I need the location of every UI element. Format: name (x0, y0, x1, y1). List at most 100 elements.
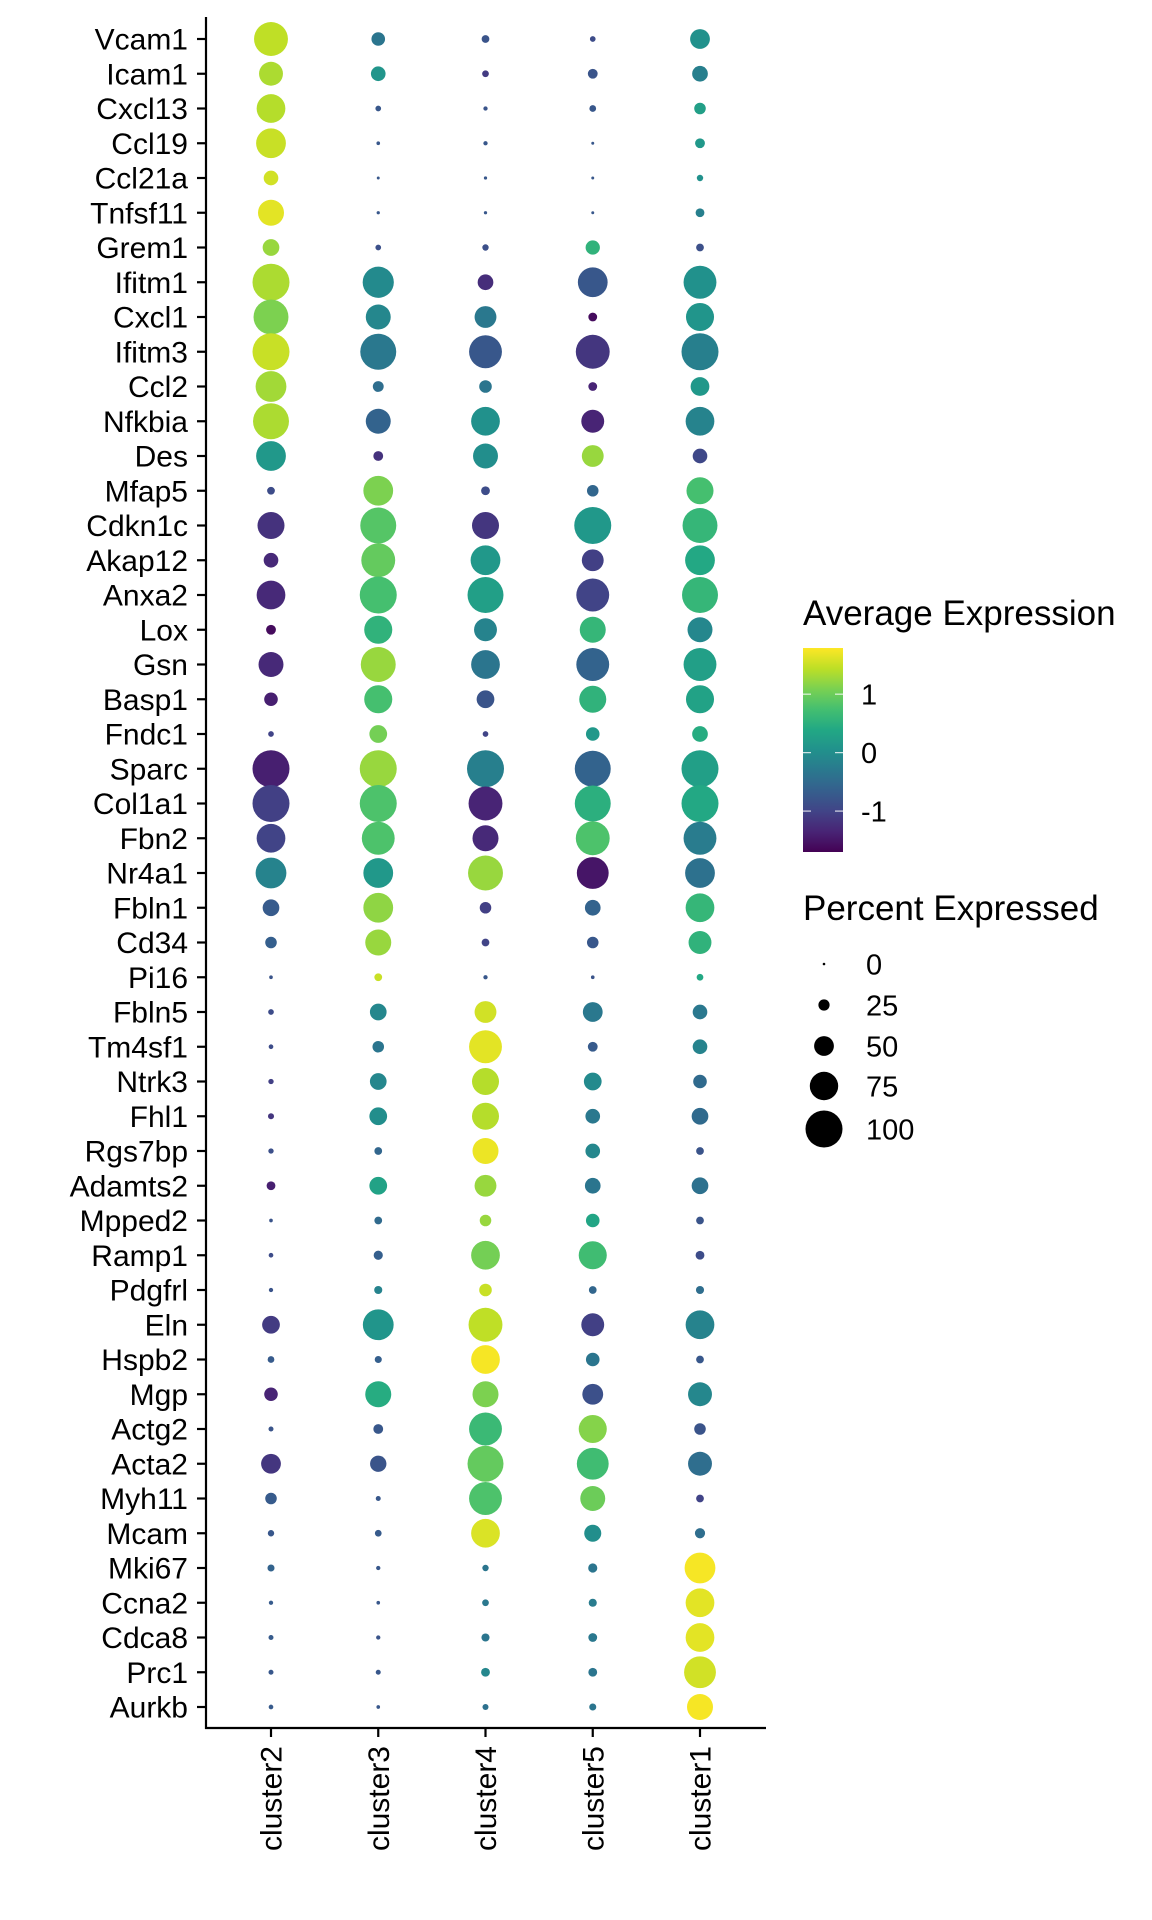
y-tick-label: Mgp (130, 1379, 188, 1412)
dot-Fhl1-cluster1 (691, 1107, 709, 1125)
size-legend-items: 0 25 50 75 100 (805, 950, 914, 1148)
dot-Icam1-cluster2 (259, 61, 283, 86)
colorbar-ticks (803, 693, 843, 812)
y-tick-label: Fhl1 (130, 1101, 188, 1134)
dot-Fbln1-cluster5 (584, 899, 601, 916)
dot-Gsn-cluster2 (258, 652, 284, 677)
dot-Ccl21a-cluster4 (483, 176, 488, 180)
dot-Cdkn1c-cluster3 (360, 507, 397, 544)
dot-Ccna2-cluster5 (588, 1598, 597, 1607)
dot-Anxa2-cluster2 (256, 580, 286, 610)
dot-Ccl21a-cluster1 (696, 174, 704, 182)
y-tick-label: Grem1 (96, 232, 188, 265)
dot-Sparc-cluster5 (574, 750, 611, 787)
dot-Cdca8-cluster5 (588, 1633, 598, 1642)
dot-Anxa2-cluster1 (682, 577, 718, 613)
dot-Sparc-cluster1 (681, 750, 719, 788)
y-tick-label: Cdkn1c (86, 510, 188, 543)
y-tick-label: Acta2 (111, 1448, 188, 1481)
dot-Acta2-cluster4 (467, 1445, 504, 1482)
dot-Pi16-cluster5 (590, 975, 595, 980)
y-tick-label: Ccl21a (95, 163, 189, 196)
dot-Tm4sf1-cluster3 (372, 1040, 385, 1053)
dot-Cxcl13-cluster1 (694, 102, 706, 115)
x-axis-labels: cluster2 cluster3 cluster4 cluster5 cluster1 (256, 1746, 718, 1851)
y-tick-label: Ramp1 (91, 1240, 188, 1273)
y-tick-label: Ccl2 (128, 371, 188, 404)
dot-Vcam1-cluster4 (481, 35, 490, 43)
dot-Cdca8-cluster4 (481, 1633, 490, 1642)
dot-Ccl19-cluster3 (376, 141, 381, 146)
y-tick-label: Des (135, 441, 188, 474)
size-legend-dot (809, 1071, 839, 1101)
y-tick-label: Actg2 (111, 1414, 188, 1447)
dot-Anxa2-cluster3 (359, 576, 397, 614)
dot-Mki67-cluster4 (482, 1564, 489, 1572)
dot-Myh11-cluster4 (469, 1482, 502, 1515)
y-tick-label: Anxa2 (103, 580, 188, 613)
colorbar-tick-label: 1 (861, 680, 877, 712)
dot-Ccl19-cluster5 (591, 141, 595, 145)
dot-Basp1-cluster1 (685, 685, 715, 714)
dot-Basp1-cluster3 (364, 685, 393, 714)
dot-Nfkbia-cluster1 (685, 406, 715, 436)
dot-Eln-cluster2 (262, 1315, 280, 1334)
dot-Adamts2-cluster3 (369, 1176, 388, 1195)
y-tick-label: Eln (145, 1309, 188, 1342)
dot-Ntrk3-cluster3 (369, 1073, 387, 1090)
dot-Cd34-cluster2 (265, 936, 277, 949)
dot-Adamts2-cluster5 (584, 1177, 601, 1194)
dot-Fhl1-cluster3 (369, 1107, 388, 1126)
dot-Actg2-cluster3 (373, 1424, 384, 1434)
legend-size-title: Percent Expressed (803, 889, 1099, 928)
dot-Tm4sf1-cluster4 (469, 1030, 502, 1064)
y-tick-label: Pdgfrl (110, 1275, 188, 1308)
dot-Cxcl13-cluster2 (256, 94, 286, 123)
dot-Ifitm3-cluster1 (681, 333, 719, 371)
dots-layer (252, 22, 719, 1720)
dot-Ifitm3-cluster4 (469, 335, 502, 369)
y-tick-label: Ifitm3 (115, 336, 188, 369)
dot-Ntrk3-cluster4 (471, 1067, 500, 1096)
dot-Hspb2-cluster1 (696, 1355, 704, 1364)
dot-Vcam1-cluster3 (371, 32, 386, 46)
y-axis-labels: Vcam1Icam1Cxcl13Ccl19Ccl21aTnfsf11Grem1I… (70, 24, 189, 1725)
dot-Grem1-cluster3 (375, 244, 382, 251)
y-tick-label: Tnfsf11 (90, 197, 188, 230)
dot-Prc1-cluster1 (684, 1656, 716, 1689)
dot-Basp1-cluster4 (476, 690, 495, 709)
dot-Cdkn1c-cluster1 (682, 508, 718, 543)
dot-Hspb2-cluster2 (267, 1356, 275, 1363)
y-tick-label: Cxcl13 (96, 93, 188, 126)
dot-Mfap5-cluster3 (363, 475, 394, 506)
dot-Ramp1-cluster4 (471, 1240, 500, 1270)
dot-Fbln1-cluster4 (479, 901, 492, 914)
dot-Ntrk3-cluster2 (268, 1078, 274, 1085)
dot-Col1a1-cluster1 (681, 785, 719, 822)
y-tick-label: Cd34 (116, 927, 188, 960)
x-tick-label: cluster4 (470, 1746, 503, 1851)
dot-Aurkb-cluster2 (268, 1704, 274, 1710)
dot-Cdca8-cluster1 (685, 1623, 715, 1652)
size-legend-label: 25 (866, 991, 898, 1023)
dot-Icam1-cluster4 (482, 70, 489, 78)
x-tick-label: cluster1 (685, 1746, 718, 1851)
dot-Adamts2-cluster4 (474, 1174, 497, 1197)
dot-Ifitm3-cluster2 (252, 333, 290, 371)
dot-Actg2-cluster4 (469, 1412, 502, 1446)
y-tick-label: Aurkb (110, 1692, 188, 1725)
x-tick-label: cluster3 (363, 1746, 396, 1851)
dot-Ccna2-cluster2 (268, 1600, 274, 1605)
dot-Actg2-cluster1 (694, 1423, 706, 1435)
y-tick-label: Mfap5 (105, 475, 188, 508)
dot-Ccl21a-cluster5 (591, 176, 595, 180)
dot-Mki67-cluster3 (376, 1565, 381, 1571)
dot-Des-cluster2 (256, 441, 286, 471)
dot-Nr4a1-cluster1 (685, 858, 715, 888)
dot-Acta2-cluster5 (576, 1447, 609, 1480)
dot-Icam1-cluster1 (692, 65, 708, 82)
dot-Akap12-cluster4 (470, 545, 501, 576)
dot-Pi16-cluster3 (374, 973, 383, 982)
dot-Vcam1-cluster1 (690, 29, 710, 49)
dot-Tm4sf1-cluster2 (268, 1044, 274, 1050)
